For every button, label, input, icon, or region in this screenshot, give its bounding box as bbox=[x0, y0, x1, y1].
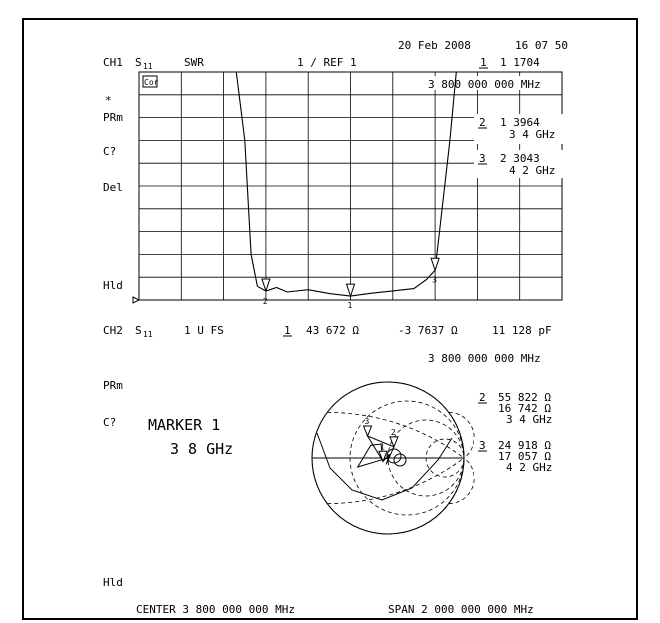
ch1-marker-3-label: 3 bbox=[432, 275, 437, 284]
ch2-marker2-x: 16 742 Ω bbox=[498, 402, 551, 415]
ch1-marker3-value: 2 3043 bbox=[500, 152, 540, 165]
ch1-cor-badge bbox=[142, 75, 158, 88]
smith-reactance-arc bbox=[327, 412, 465, 459]
ch1-stimulus: 3 800 000 000 MHz bbox=[428, 78, 541, 91]
smith-reactance-arc bbox=[448, 457, 475, 505]
ch2-param-sub: 11 bbox=[143, 330, 153, 339]
smith-marker-3-label: 3 bbox=[365, 417, 370, 426]
ch1-hld-label: Hld bbox=[103, 279, 123, 292]
ch2-marker2-num: 2 bbox=[479, 391, 486, 404]
smith-marker-3-triangle bbox=[362, 425, 373, 438]
ch1-grid bbox=[132, 71, 563, 304]
footer-span: SPAN 2 000 000 000 MHz bbox=[388, 603, 534, 616]
ch1-reference-arrow bbox=[132, 296, 141, 304]
smith-outer-trace bbox=[316, 432, 453, 501]
ch1-marker-2-label: 2 bbox=[263, 297, 268, 306]
ch2-marker3-r: 24 918 Ω bbox=[498, 439, 551, 452]
ch2-marker3-num: 3 bbox=[479, 439, 486, 452]
ch1-param: S bbox=[135, 56, 142, 69]
footer-center: CENTER 3 800 000 000 MHz bbox=[136, 603, 295, 616]
ch1-cor-badge-text: Cor bbox=[144, 78, 159, 87]
smith-reactance-arc bbox=[327, 457, 465, 504]
ch1-marker-group: 1 2 3 bbox=[261, 257, 440, 310]
outer-frame bbox=[22, 18, 638, 620]
ch2-format: 1 U FS bbox=[184, 324, 224, 337]
ch2-hld-label: Hld bbox=[103, 576, 123, 589]
ch2-stimulus: 3 800 000 000 MHz bbox=[428, 352, 541, 365]
smith-chart: 12 3 bbox=[311, 381, 475, 535]
ch2-c-label: C? bbox=[103, 416, 116, 429]
ch1-marker-3-triangle bbox=[430, 257, 440, 272]
ch1-marker2-value: 1 3964 bbox=[500, 116, 540, 129]
ch2-marker2-r: 55 822 Ω bbox=[498, 391, 551, 404]
big-marker-title: MARKER 1 bbox=[148, 416, 220, 434]
ch1-param-sub: 11 bbox=[143, 62, 153, 71]
ch2-react: -3 7637 Ω bbox=[398, 324, 458, 337]
ch1-swr-trace bbox=[139, 71, 457, 297]
smith-small-loop-1 bbox=[386, 448, 402, 464]
header-time: 16 07 50 bbox=[515, 39, 568, 52]
ch2-cap: 11 128 pF bbox=[492, 324, 552, 337]
ch1-marker-1-label: 1 bbox=[348, 301, 353, 310]
ch1-scale: 1 / REF 1 bbox=[297, 56, 357, 69]
ch1-del-label: Del bbox=[103, 181, 123, 194]
smith-marker-1-label: 1 bbox=[380, 442, 385, 451]
ch2-res: 43 672 Ω bbox=[306, 324, 359, 337]
ch1-format: SWR bbox=[184, 56, 204, 69]
ch2-prm-label: PRm bbox=[103, 379, 123, 392]
ch1-marker-2-triangle bbox=[261, 278, 271, 293]
ch1-c-label: C? bbox=[103, 145, 116, 158]
ch1-active-marker-value: 1 1704 bbox=[500, 56, 540, 69]
ch1-marker2-freq: 3 4 GHz bbox=[509, 128, 555, 141]
ch2-marker-num: 1 bbox=[284, 324, 291, 337]
ch1-prm-label: PRm bbox=[103, 111, 123, 124]
smith-marker-1-triangle bbox=[378, 450, 388, 463]
ch1-label: CH1 bbox=[103, 56, 123, 69]
ch1-marker2-num: 2 bbox=[479, 116, 486, 129]
ch1-trace-group bbox=[139, 71, 457, 297]
ch1-marker-1-triangle bbox=[345, 283, 356, 298]
ch1-star-label: * bbox=[105, 94, 112, 107]
ch2-label: CH2 bbox=[103, 324, 123, 337]
smith-reactance-arc bbox=[448, 411, 475, 459]
smith-marker-2-triangle bbox=[389, 436, 399, 449]
smith-reactance-arc bbox=[387, 381, 465, 459]
smith-reactance-arc bbox=[387, 457, 465, 535]
smith-small-loop-2 bbox=[393, 453, 407, 467]
smith-trace bbox=[356, 434, 395, 468]
ch2-param: S bbox=[135, 324, 142, 337]
ch1-active-marker-num: 1 bbox=[480, 56, 487, 69]
ch2-marker2-freq: 3 4 GHz bbox=[506, 413, 552, 426]
header-date: 20 Feb 2008 bbox=[398, 39, 471, 52]
big-marker-freq: 3 8 GHz bbox=[170, 440, 233, 458]
ch2-marker3-freq: 4 2 GHz bbox=[506, 461, 552, 474]
ch1-marker3-num: 3 bbox=[479, 152, 486, 165]
smith-marker-2-label: 2 bbox=[391, 428, 396, 437]
ch2-marker3-x: 17 057 Ω bbox=[498, 450, 551, 463]
ch1-marker3-freq: 4 2 GHz bbox=[509, 164, 555, 177]
